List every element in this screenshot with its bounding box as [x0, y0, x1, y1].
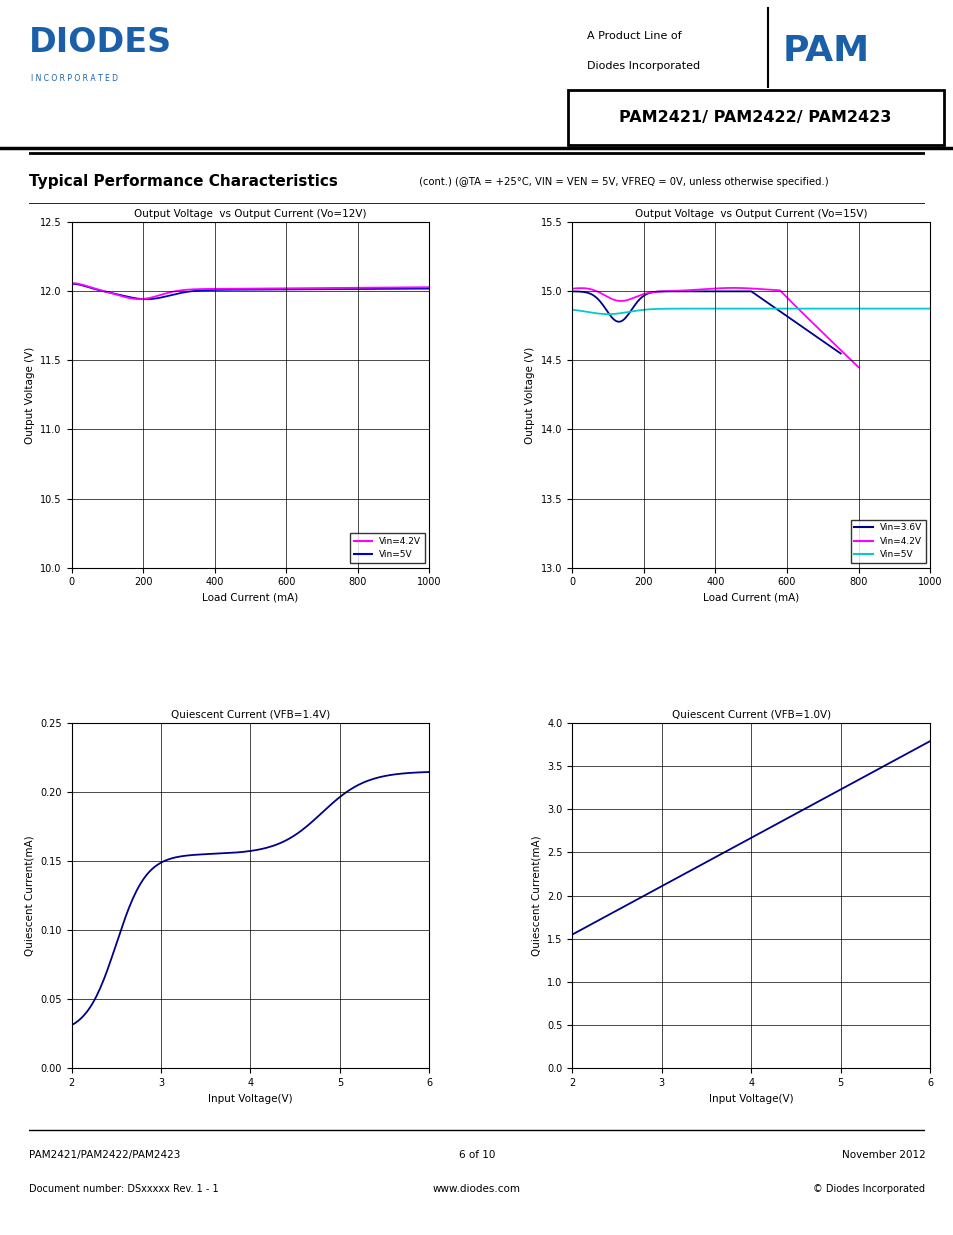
- Text: November 2012: November 2012: [841, 1150, 924, 1161]
- Text: PAM: PAM: [781, 35, 868, 68]
- Text: Typical Performance Characteristics: Typical Performance Characteristics: [29, 174, 337, 189]
- Y-axis label: Quiescent Current(mA): Quiescent Current(mA): [531, 835, 541, 956]
- Text: www.diodes.com: www.diodes.com: [433, 1184, 520, 1194]
- Text: PAM2421/ PAM2422/ PAM2423: PAM2421/ PAM2422/ PAM2423: [618, 110, 891, 125]
- Text: © Diodes Incorporated: © Diodes Incorporated: [813, 1184, 924, 1194]
- X-axis label: Input Voltage(V): Input Voltage(V): [208, 1093, 293, 1104]
- Text: PAM2421/PAM2422/PAM2423: PAM2421/PAM2422/PAM2423: [29, 1150, 180, 1161]
- Legend: Vin=3.6V, Vin=4.2V, Vin=5V: Vin=3.6V, Vin=4.2V, Vin=5V: [850, 520, 924, 563]
- Y-axis label: Output Voltage (V): Output Voltage (V): [525, 346, 535, 443]
- Text: (cont.) (@TA = +25°C, VIN = VEN = 5V, VFREQ = 0V, unless otherwise specified.): (cont.) (@TA = +25°C, VIN = VEN = 5V, VF…: [416, 177, 828, 186]
- Bar: [567, 90, 943, 144]
- Text: 6 of 10: 6 of 10: [458, 1150, 495, 1161]
- Title: Output Voltage  vs Output Current (Vo=15V): Output Voltage vs Output Current (Vo=15V…: [635, 209, 866, 219]
- Y-axis label: Output Voltage (V): Output Voltage (V): [25, 346, 34, 443]
- X-axis label: Input Voltage(V): Input Voltage(V): [708, 1093, 793, 1104]
- Text: DIODES: DIODES: [29, 26, 172, 59]
- Text: Diodes Incorporated: Diodes Incorporated: [586, 62, 700, 72]
- Y-axis label: Quiescent Current(mA): Quiescent Current(mA): [25, 835, 34, 956]
- Text: A Product Line of: A Product Line of: [586, 31, 680, 41]
- X-axis label: Load Current (mA): Load Current (mA): [202, 593, 298, 603]
- Text: Document number: DSxxxxx Rev. 1 - 1: Document number: DSxxxxx Rev. 1 - 1: [29, 1184, 218, 1194]
- Title: Output Voltage  vs Output Current (Vo=12V): Output Voltage vs Output Current (Vo=12V…: [134, 209, 366, 219]
- Legend: Vin=4.2V, Vin=5V: Vin=4.2V, Vin=5V: [350, 534, 424, 563]
- Text: I N C O R P O R A T E D: I N C O R P O R A T E D: [31, 74, 118, 83]
- Title: Quiescent Current (VFB=1.0V): Quiescent Current (VFB=1.0V): [671, 709, 830, 720]
- X-axis label: Load Current (mA): Load Current (mA): [702, 593, 799, 603]
- Title: Quiescent Current (VFB=1.4V): Quiescent Current (VFB=1.4V): [171, 709, 330, 720]
